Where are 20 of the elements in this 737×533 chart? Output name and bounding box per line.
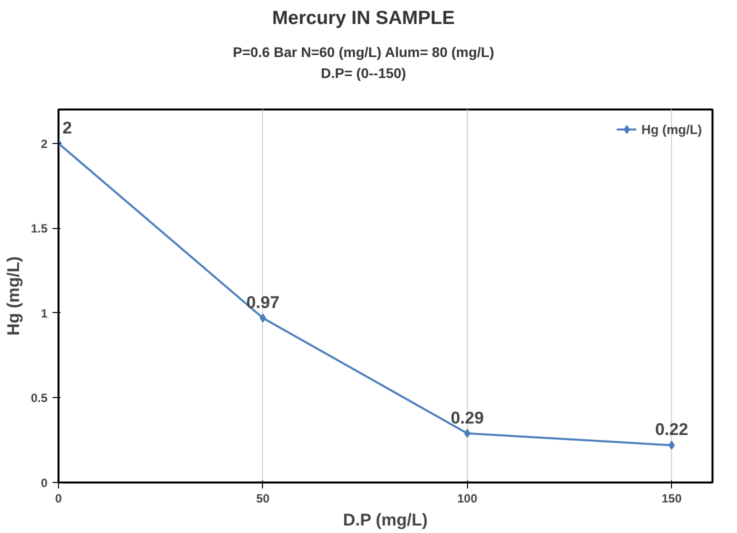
legend-label: Hg (mg/L) bbox=[641, 122, 702, 137]
data-label: 2 bbox=[62, 118, 72, 138]
y-tick-label: 1 bbox=[40, 306, 48, 321]
x-axis-title: D.P (mg/L) bbox=[343, 510, 428, 530]
x-tick-label: 100 bbox=[457, 492, 478, 506]
data-label: 0.22 bbox=[655, 420, 688, 440]
chart-subtitle: P=0.6 Bar N=60 (mg/L) Alum= 80 (mg/L) D.P= (0--150) bbox=[232, 43, 496, 84]
x-tick-label: 150 bbox=[662, 492, 682, 506]
y-tick-label: 0 bbox=[40, 476, 48, 490]
x-tick-label: 50 bbox=[256, 492, 270, 506]
chart-title: Mercury IN SAMPLE bbox=[271, 7, 456, 31]
y-tick-label: 2 bbox=[40, 137, 48, 152]
y-axis-title: Hg (mg/L) bbox=[4, 256, 23, 336]
point bbox=[260, 314, 266, 323]
y-tick-label: 0.5 bbox=[30, 391, 48, 406]
x-tick-label: 0 bbox=[55, 492, 62, 506]
y-tick-label: 1.5 bbox=[30, 222, 48, 236]
data-label: 0.29 bbox=[450, 408, 484, 428]
point bbox=[668, 440, 675, 450]
data-label: 0.97 bbox=[246, 293, 280, 312]
